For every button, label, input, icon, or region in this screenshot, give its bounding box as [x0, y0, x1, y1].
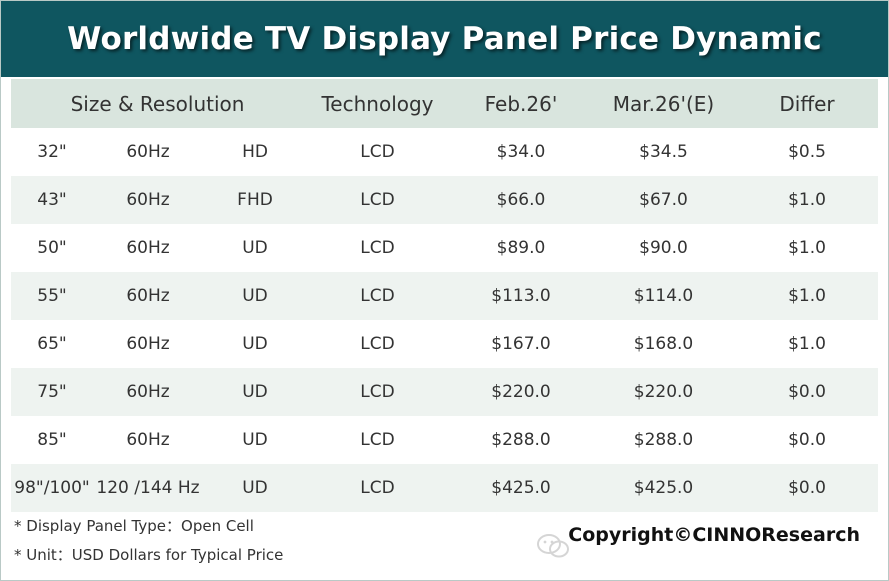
cell-size: 75"	[37, 382, 67, 402]
cell-feb-price: $220.0	[491, 382, 551, 402]
cell-technology: LCD	[360, 190, 395, 210]
cell-size: 65"	[37, 334, 67, 354]
note-panel-type: * Display Panel Type：Open Cell	[14, 517, 254, 535]
cell-differ: $0.0	[788, 382, 826, 402]
price-table: Size & Resolution Technology Feb.26' Mar…	[11, 79, 878, 512]
cell-mar-price: $90.0	[639, 238, 688, 258]
cell-refresh-rate: 60Hz	[126, 382, 170, 402]
cell-refresh-rate: 60Hz	[126, 334, 170, 354]
table-row: 32" 60Hz HD LCD $34.0 $34.5 $0.5	[11, 128, 878, 176]
cell-refresh-rate: 60Hz	[126, 238, 170, 258]
table-row: 65" 60Hz UD LCD $167.0 $168.0 $1.0	[11, 320, 878, 368]
footer: * Display Panel Type：Open Cell * Unit：US…	[11, 511, 878, 577]
header-technology: Technology	[321, 91, 434, 116]
cell-technology: LCD	[360, 430, 395, 450]
cell-resolution: UD	[242, 430, 268, 450]
cell-feb-price: $113.0	[491, 286, 551, 306]
cell-mar-price: $288.0	[633, 430, 694, 450]
cell-size: 50"	[37, 238, 67, 258]
cell-feb-price: $425.0	[491, 478, 551, 498]
table-header-row: Size & Resolution Technology Feb.26' Mar…	[11, 79, 878, 128]
table-row: 50" 60Hz UD LCD $89.0 $90.0 $1.0	[11, 224, 878, 272]
chart-title: Worldwide TV Display Panel Price Dynamic	[67, 21, 822, 57]
table-row: 43" 60Hz FHD LCD $66.0 $67.0 $1.0	[11, 176, 878, 224]
cell-resolution: HD	[242, 142, 268, 162]
table-body: 32" 60Hz HD LCD $34.0 $34.5 $0.5 43" 60Hz FHD LCD $…	[11, 128, 878, 512]
cell-feb-price: $288.0	[491, 430, 551, 450]
table-row: 85" 60Hz UD LCD $288.0 $288.0 $0.0	[11, 416, 878, 464]
cell-differ: $1.0	[788, 238, 826, 258]
header-size-resolution: Size & Resolution	[70, 91, 245, 116]
cell-technology: LCD	[360, 334, 395, 354]
cell-mar-price: $168.0	[633, 334, 694, 354]
cell-feb-price: $66.0	[496, 190, 546, 210]
cell-differ: $0.0	[788, 430, 826, 450]
wechat-icon	[537, 534, 569, 558]
table-row: 75" 60Hz UD LCD $220.0 $220.0 $0.0	[11, 368, 878, 416]
cell-differ: $1.0	[788, 286, 826, 306]
cell-resolution: UD	[242, 238, 268, 258]
cell-mar-price: $67.0	[639, 190, 688, 210]
cell-mar-price: $34.5	[639, 142, 688, 162]
cell-differ: $0.5	[788, 142, 826, 162]
table-row: 98"/100" 120 /144 Hz UD LCD $425.0 $425.0 $0.0	[11, 464, 878, 512]
cell-technology: LCD	[360, 286, 395, 306]
cell-differ: $0.0	[788, 478, 826, 498]
cell-refresh-rate: 60Hz	[126, 286, 170, 306]
cell-differ: $1.0	[788, 190, 826, 210]
cell-refresh-rate: 60Hz	[126, 190, 170, 210]
cell-technology: LCD	[360, 238, 395, 258]
cell-technology: LCD	[360, 478, 395, 498]
cell-refresh-rate: 120 /144 Hz	[96, 478, 200, 498]
copyright-text: Copyright©CINNOResearch	[568, 524, 860, 546]
cell-resolution: UD	[242, 334, 268, 354]
table-row: 55" 60Hz UD LCD $113.0 $114.0 $1.0	[11, 272, 878, 320]
cell-feb-price: $89.0	[496, 238, 546, 258]
note-unit: * Unit：USD Dollars for Typical Price	[14, 546, 284, 564]
cell-size: 43"	[37, 190, 67, 210]
cell-differ: $1.0	[788, 334, 826, 354]
cell-feb-price: $34.0	[496, 142, 546, 162]
cell-feb-price: $167.0	[491, 334, 551, 354]
cell-mar-price: $425.0	[633, 478, 694, 498]
header-mar: Mar.26'(E)	[612, 91, 715, 116]
cell-size: 85"	[37, 430, 67, 450]
cell-mar-price: $220.0	[633, 382, 694, 402]
cell-resolution: UD	[242, 286, 268, 306]
title-bar: Worldwide TV Display Panel Price Dynamic	[1, 1, 888, 77]
header-differ: Differ	[779, 91, 835, 116]
cell-resolution: UD	[242, 478, 268, 498]
cell-technology: LCD	[360, 142, 395, 162]
cell-technology: LCD	[360, 382, 395, 402]
cell-size: 55"	[37, 286, 67, 306]
cell-mar-price: $114.0	[633, 286, 694, 306]
cell-size: 32"	[37, 142, 67, 162]
cell-resolution: UD	[242, 382, 268, 402]
cell-refresh-rate: 60Hz	[126, 430, 170, 450]
cell-size: 98"/100"	[14, 478, 90, 498]
header-feb: Feb.26'	[484, 91, 558, 116]
cell-resolution: FHD	[237, 190, 273, 210]
cell-refresh-rate: 60Hz	[126, 142, 170, 162]
